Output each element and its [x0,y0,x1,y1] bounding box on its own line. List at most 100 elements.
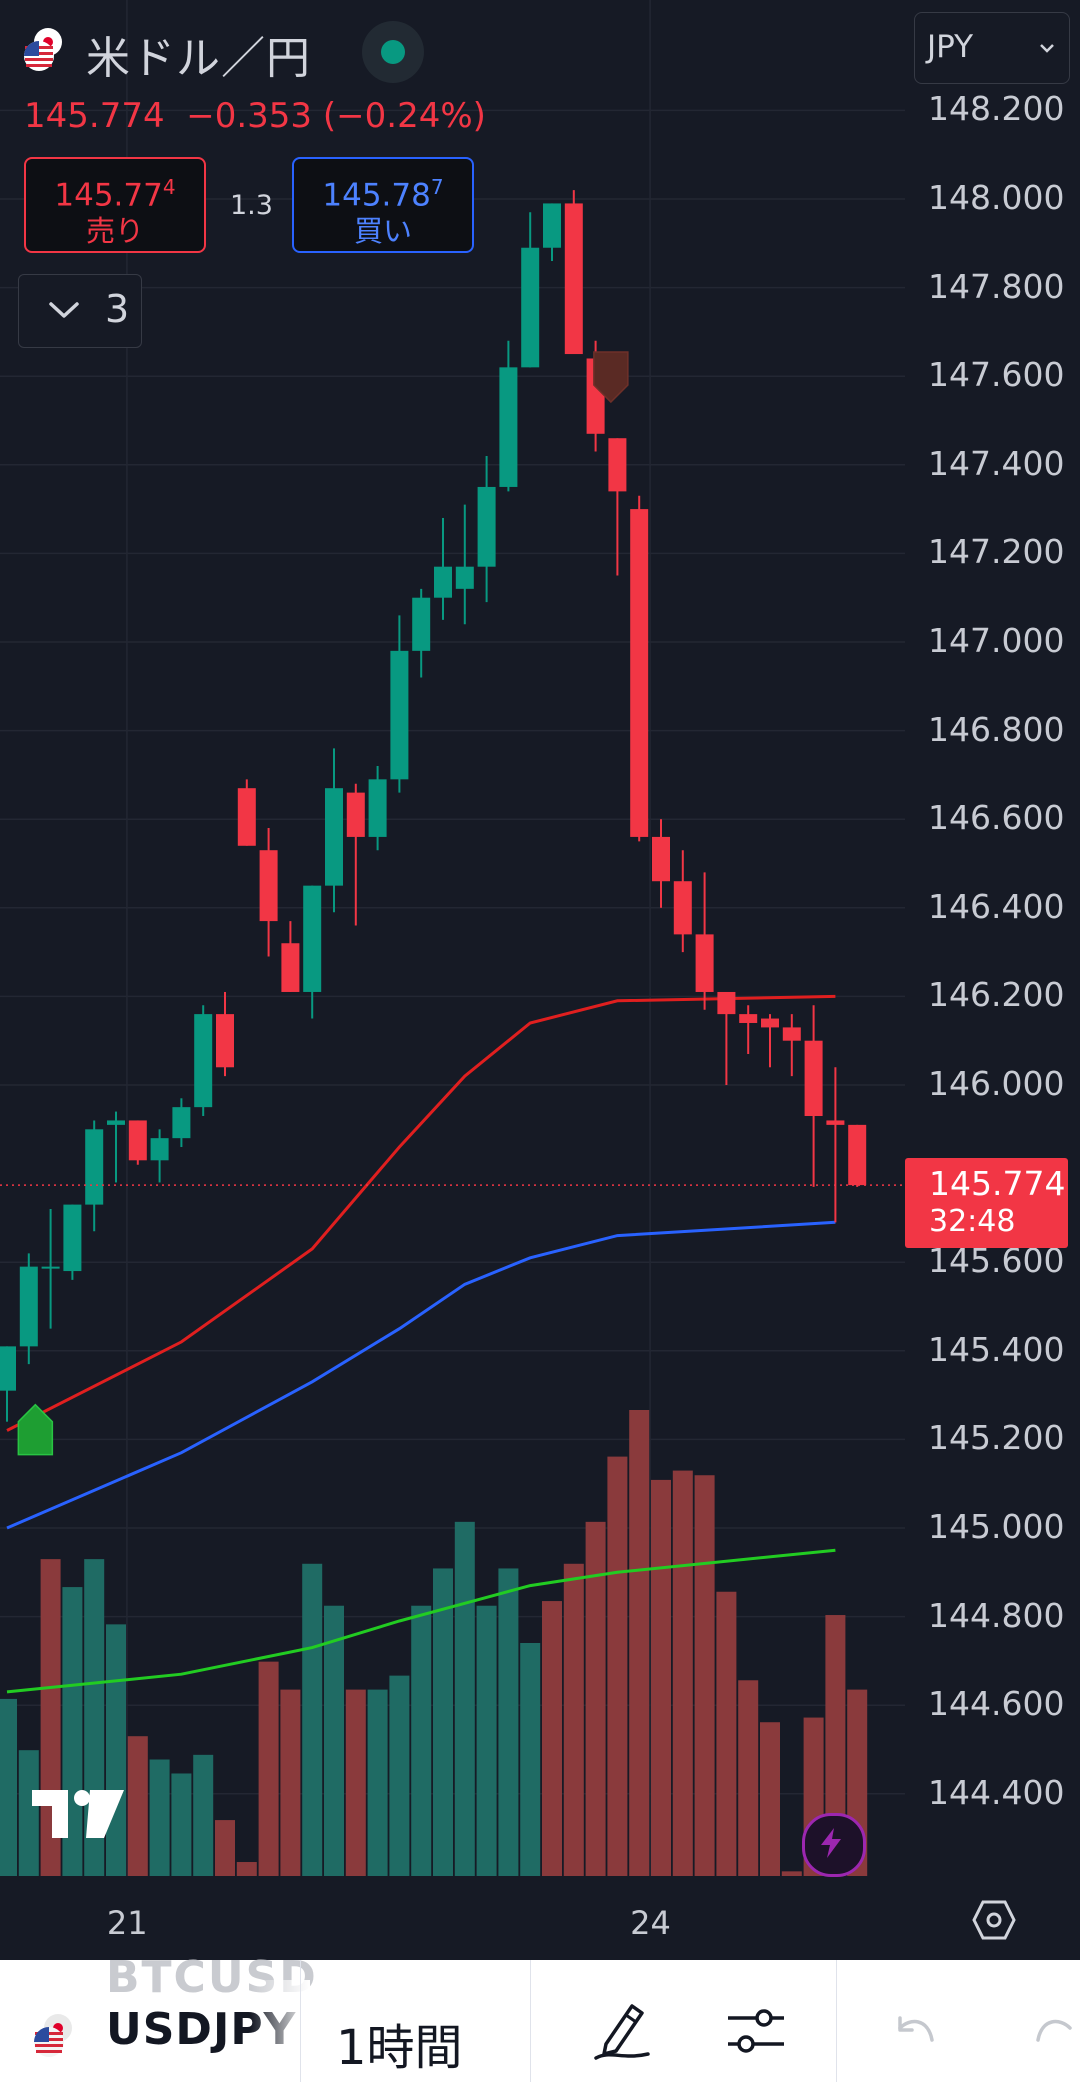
volume-bar [236,1862,257,1876]
volume-bar [302,1563,323,1876]
volume-bar [258,1661,279,1876]
candle-body [325,788,343,886]
usd-jpy-flag-icon [24,28,62,71]
buy-label: 買い [353,214,412,249]
volume-bar [171,1773,192,1876]
lightning-icon [821,1828,841,1858]
volume-bar [542,1601,562,1876]
chart-settings-icon[interactable] [972,1898,1016,1942]
price-change-pct: (−0.24%) [322,96,486,136]
price-axis-label: 147.800 [928,266,1065,306]
sell-label: 売り [85,214,144,249]
volume-bar [563,1563,584,1876]
volume-bar [433,1568,453,1876]
chevron-down-icon [1040,44,1054,53]
candle-body [499,367,518,487]
last-price: 145.774 [24,96,165,136]
candle-body [455,566,474,589]
candle-body [543,203,561,248]
flash-button[interactable] [802,1813,866,1877]
bar-countdown: 32:48 [929,1204,1016,1239]
buy-signal-arrow-icon [17,1403,54,1456]
price-axis-label: 144.800 [928,1595,1065,1635]
candle-body [194,1014,213,1108]
volume-bar [127,1736,148,1876]
price-chart[interactable] [0,0,1080,1960]
volume-bar [280,1689,301,1876]
price-axis-label: 145.200 [928,1418,1065,1458]
spread-value: 1.3 [230,190,273,221]
price-axis-label: 145.400 [928,1329,1065,1369]
price-change-line: 145.774 −0.353 (−0.24%) [24,96,486,136]
toolbar-divider [530,1960,531,2082]
volume-bar [389,1675,410,1876]
sell-button[interactable]: 145.774 売り [24,157,206,253]
volume-bar [454,1521,475,1876]
volume-bar [585,1521,606,1876]
usd-jpy-flag-icon [34,2014,72,2057]
ma-line-red [6,994,836,1432]
interval-button[interactable]: 1時間 [336,2020,463,2076]
volume-bar [193,1754,214,1876]
candle-body [19,1266,38,1347]
candle-body [695,934,714,992]
volume-bar [367,1689,388,1876]
tradingview-logo [32,1790,124,1838]
candle-body [172,1107,191,1139]
price-axis-label: 147.200 [928,532,1065,572]
price-axis-label: 145.000 [928,1507,1065,1546]
candle-body [303,885,322,992]
currency-dropdown[interactable]: JPY [914,12,1070,84]
candle-body [477,486,496,567]
volume-bar [781,1871,802,1876]
current-price-tag: 145.774 32:48 [905,1158,1068,1248]
price-axis-label: 148.000 [928,178,1065,217]
volume-bar [694,1475,715,1876]
undo-icon[interactable] [896,2014,936,2048]
candle-body [346,792,365,837]
indicators-collapse-button[interactable]: 3 [18,274,142,348]
candle-body [564,203,583,355]
volume-bar [825,1615,846,1876]
pair-title[interactable]: 米ドル／円 [86,33,311,84]
candle-body [848,1124,867,1186]
redo-icon[interactable] [1034,2014,1074,2048]
volume-bar [651,1479,671,1876]
volume-bar [738,1680,759,1876]
volume-bar [324,1605,344,1876]
volume-bar [520,1643,541,1876]
candle-body [259,850,278,922]
symbol-fade [250,1980,310,2080]
price-axis-label: 147.000 [928,621,1065,660]
candle-body [281,943,300,992]
time-axis-label: 24 [630,1904,671,1942]
volume-bar [0,1698,17,1876]
candle-body [521,247,540,368]
buy-button[interactable]: 145.787 買い [292,157,474,253]
candle-body [826,1120,845,1125]
candle-body [150,1138,169,1161]
volume-bar [629,1410,650,1876]
price-change: −0.353 [186,96,313,136]
price-axis-label: 144.400 [928,1772,1065,1812]
candle-body [761,1018,779,1028]
volume-bar [760,1722,780,1876]
volume-bar [498,1568,519,1876]
candle-body [412,597,431,651]
candle-body [434,566,452,598]
market-status-indicator[interactable] [362,21,424,83]
price-axis-label: 146.200 [928,975,1065,1015]
buy-price-pip: 7 [430,175,444,199]
candle-body [41,1266,60,1269]
volume-bar [345,1689,366,1876]
drawing-pencil-icon[interactable] [592,1998,652,2062]
price-axis-label: 147.400 [928,443,1065,483]
price-axis-label: 146.800 [928,709,1065,749]
ma-line-green [6,1548,836,1694]
candle-body [368,779,387,837]
volume-bar [716,1591,737,1876]
sell-signal-arrow-icon [593,351,629,404]
indicators-sliders-icon[interactable] [726,2004,786,2060]
candlesticks [0,190,867,1422]
candle-body [717,991,736,1015]
